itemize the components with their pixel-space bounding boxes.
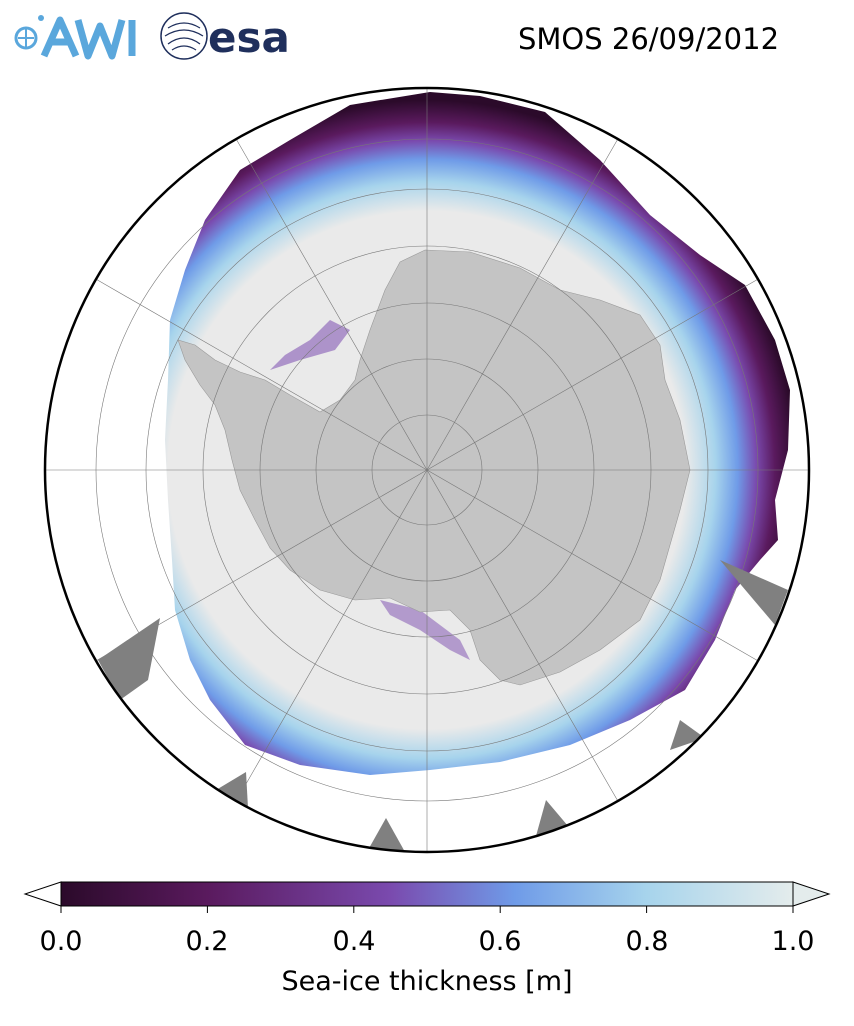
map-boundary <box>43 86 811 854</box>
colorbar-tick-label: 0.2 <box>185 926 229 957</box>
colorbar-tick-label: 0.6 <box>478 926 522 957</box>
colorbar-tick-marks <box>60 906 794 913</box>
colorbar-tick-label: 0.0 <box>39 926 83 957</box>
colorbar-label: Sea-ice thickness [m] <box>281 966 573 997</box>
no-data-wedges <box>98 560 788 852</box>
thin-ice-ross <box>380 600 470 660</box>
colorbar-extend-max <box>792 881 831 907</box>
colorbar-tick-label: 0.8 <box>625 926 669 957</box>
thin-ice-weddell <box>270 320 350 370</box>
svg-text:esa: esa <box>208 13 290 62</box>
antarctic-sea-ice-map <box>43 86 811 854</box>
antarctica-landmass <box>177 249 691 686</box>
parallel-gridlines <box>95 138 759 802</box>
esa-logo: esa <box>160 12 290 62</box>
awi-logo <box>14 15 136 60</box>
meridian-gridlines <box>45 88 809 852</box>
colorbar <box>23 881 831 913</box>
colorbar-tick-label: 1.0 <box>771 926 815 957</box>
colorbar-gradient <box>60 881 794 907</box>
colorbar-extend-min <box>23 881 62 907</box>
colorbar-tick-label: 0.4 <box>332 926 376 957</box>
map-title: SMOS 26/09/2012 <box>518 22 780 56</box>
